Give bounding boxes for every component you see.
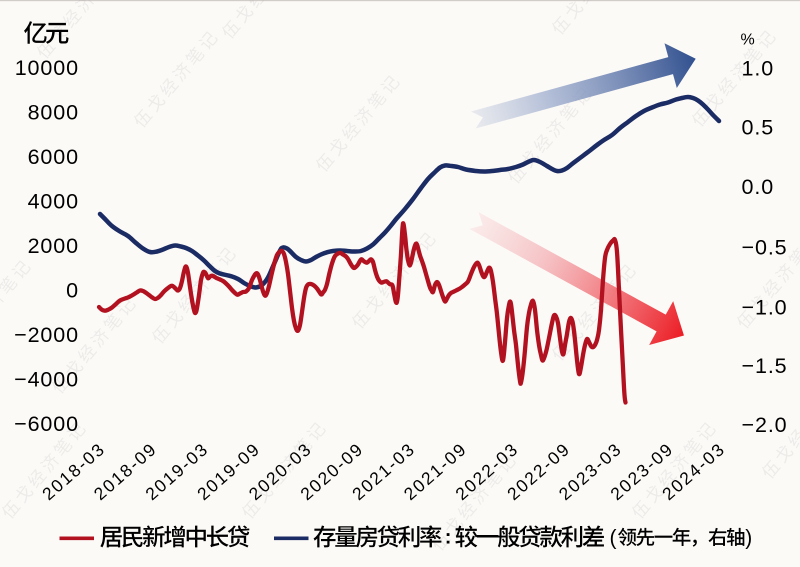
svg-text:%: % [741, 31, 755, 48]
svg-text:6000: 6000 [28, 145, 79, 169]
svg-text:0.0: 0.0 [742, 175, 775, 199]
svg-text:2000: 2000 [28, 234, 79, 258]
svg-text:10000: 10000 [15, 56, 79, 80]
svg-text:): ) [745, 527, 752, 550]
svg-text:1.0: 1.0 [742, 57, 775, 81]
svg-text:−0.5: −0.5 [742, 236, 788, 260]
svg-text:8000: 8000 [28, 101, 79, 125]
svg-text:−6000: −6000 [14, 412, 79, 436]
svg-text:−1.5: −1.5 [742, 354, 788, 378]
svg-text::: : [445, 527, 452, 549]
svg-text:−2000: −2000 [14, 323, 79, 347]
svg-text:4000: 4000 [28, 189, 79, 213]
svg-text:0.5: 0.5 [742, 115, 775, 139]
svg-text:0: 0 [66, 278, 79, 302]
svg-text:−4000: −4000 [14, 367, 79, 391]
svg-text:−2.0: −2.0 [742, 413, 788, 437]
svg-text:(: ( [610, 527, 617, 550]
svg-text:−1.0: −1.0 [742, 295, 788, 319]
